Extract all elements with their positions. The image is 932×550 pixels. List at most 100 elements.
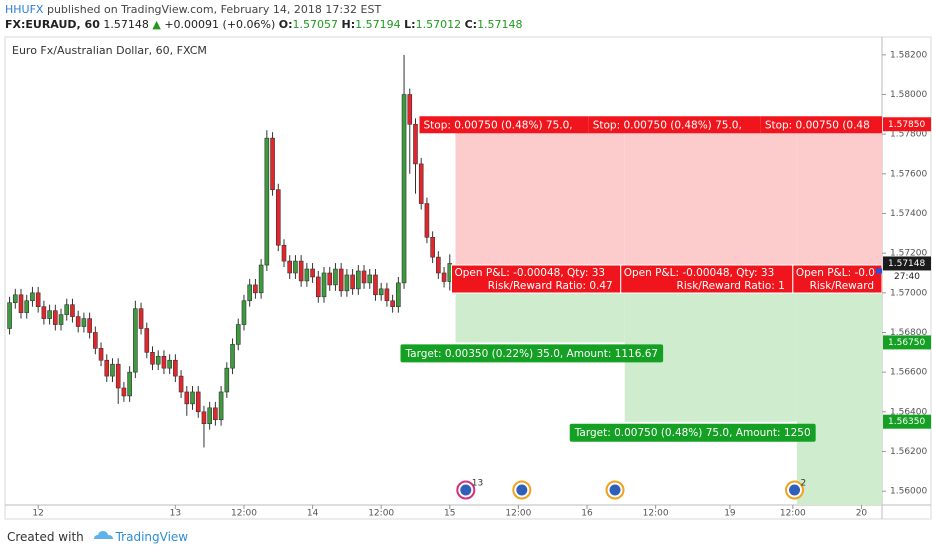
- candle-body: [304, 268, 310, 282]
- candle-body: [264, 137, 270, 266]
- rr-label: Risk/Reward Ratio: 0.47: [488, 280, 613, 292]
- stop-axis-box: [883, 117, 931, 132]
- x-tick-label: 13: [170, 509, 181, 519]
- chart: Stop: 0.00750 (0.48%) 75.0, Open P&L: -0.…: [4, 36, 932, 520]
- stop-zone: [455, 124, 625, 273]
- ohlc-label: C:: [464, 18, 478, 31]
- plot-area: Stop: 0.00750 (0.48%) 75.0, Open P&L: -0.…: [7, 54, 882, 505]
- x-tick-label: 12:00: [643, 509, 669, 519]
- candle-body: [407, 94, 413, 125]
- candle-body: [110, 363, 115, 377]
- target-axis-label: 1.56750: [888, 338, 925, 348]
- candle-body: [333, 268, 338, 286]
- candle-body: [310, 268, 315, 278]
- candle-body: [230, 344, 235, 369]
- logo-shape: [93, 531, 113, 539]
- candle-body: [247, 284, 252, 302]
- x-tick-label: 19: [724, 509, 736, 519]
- pl-label: Open P&L: -0.00048, Qty: 33: [624, 267, 775, 279]
- low-value: 1.57012: [415, 18, 462, 31]
- candle-body: [213, 407, 218, 421]
- pl-label-box: [451, 264, 622, 294]
- last-price-label: 1.57148: [888, 259, 925, 269]
- pl-label: Open P&L: -0.00048, Qty: 33: [455, 267, 606, 279]
- y-tick-label: 1.58000: [890, 90, 927, 100]
- candle-body: [115, 363, 121, 389]
- target-zone: [796, 272, 882, 505]
- candle-body: [235, 324, 241, 345]
- event-flag: [609, 484, 621, 496]
- stop-label: Stop: 0.00750 (0.48%) 75.0,: [424, 119, 573, 131]
- candle-body: [53, 310, 58, 325]
- candle-body: [390, 300, 395, 307]
- brand[interactable]: TradingView: [115, 530, 189, 544]
- event-flag: [516, 484, 528, 496]
- chart-frame: [4, 36, 932, 520]
- event-flag: [460, 484, 472, 496]
- price-marker: [876, 268, 882, 274]
- y-tick-label: 1.57200: [890, 249, 927, 259]
- candle-body: [258, 264, 264, 294]
- y-tick-label: 1.57800: [890, 130, 927, 140]
- candle-body: [218, 391, 224, 421]
- stop-label-box: [760, 116, 882, 134]
- candle-body: [384, 288, 390, 302]
- ohlc-label: H:: [341, 18, 356, 31]
- candle-body: [98, 348, 104, 361]
- x-tick-label: 14: [307, 509, 319, 519]
- candle-body: [127, 371, 132, 397]
- candle-body: [356, 270, 361, 290]
- high-value: 1.57194: [355, 18, 401, 31]
- candle-body: [424, 203, 430, 238]
- candle-body: [81, 318, 87, 327]
- change: +0.00091 (+0.06%): [164, 18, 276, 31]
- candle-body: [361, 270, 367, 284]
- candle-body: [144, 328, 150, 353]
- candle-body: [18, 294, 24, 313]
- candle-body: [30, 292, 35, 302]
- pl-label: Open P&L: -0.0: [796, 267, 875, 279]
- x-tick-label: 12: [32, 509, 43, 519]
- y-tick-label: 1.56800: [890, 328, 927, 338]
- candle-body: [195, 391, 201, 413]
- candle-body: [178, 375, 184, 393]
- ohlc-label: O:: [278, 18, 293, 31]
- candle-body: [121, 387, 127, 397]
- candle-body: [298, 260, 304, 282]
- candle-body: [58, 314, 64, 325]
- publisher[interactable]: HHUFX: [5, 3, 44, 16]
- brand-logo[interactable]: [92, 529, 116, 543]
- stop-label: Stop: 0.00750 (0.48: [765, 119, 870, 131]
- pl-label-box: [792, 264, 882, 294]
- candle-body: [75, 316, 81, 327]
- candle-body: [87, 318, 92, 333]
- candle-body: [378, 288, 384, 296]
- candle-body: [64, 304, 70, 315]
- rr-label: Risk/Reward Ratio: 1: [677, 280, 785, 292]
- candle-body: [70, 304, 75, 317]
- x-tick-label: 12:00: [231, 509, 257, 519]
- candle-body: [413, 123, 418, 165]
- rr-label: Risk/Reward: [810, 280, 874, 292]
- candle-body: [133, 308, 138, 373]
- candle-body: [47, 310, 52, 319]
- candle-body: [12, 294, 18, 304]
- x-tick-label: 16: [581, 509, 593, 519]
- candle-body: [418, 163, 424, 204]
- candle-body: [93, 332, 98, 349]
- candle-body: [201, 411, 207, 424]
- ohlc-label: L:: [404, 18, 416, 31]
- target-label: Target: 0.00350 (0.22%) 35.0, Amount: 11…: [405, 348, 659, 360]
- x-tick-label: 12:00: [780, 509, 806, 519]
- candle-body: [155, 355, 161, 365]
- target-axis-label: 1.56350: [888, 417, 925, 427]
- y-tick-label: 1.58200: [890, 50, 927, 60]
- close-value: 1.57148: [477, 18, 523, 31]
- candle-body: [41, 306, 47, 319]
- candle-body: [430, 236, 435, 258]
- candle-body: [224, 367, 230, 393]
- event-flag: [789, 484, 801, 496]
- candle-body: [253, 284, 258, 294]
- change-arrow: ▲: [152, 18, 161, 31]
